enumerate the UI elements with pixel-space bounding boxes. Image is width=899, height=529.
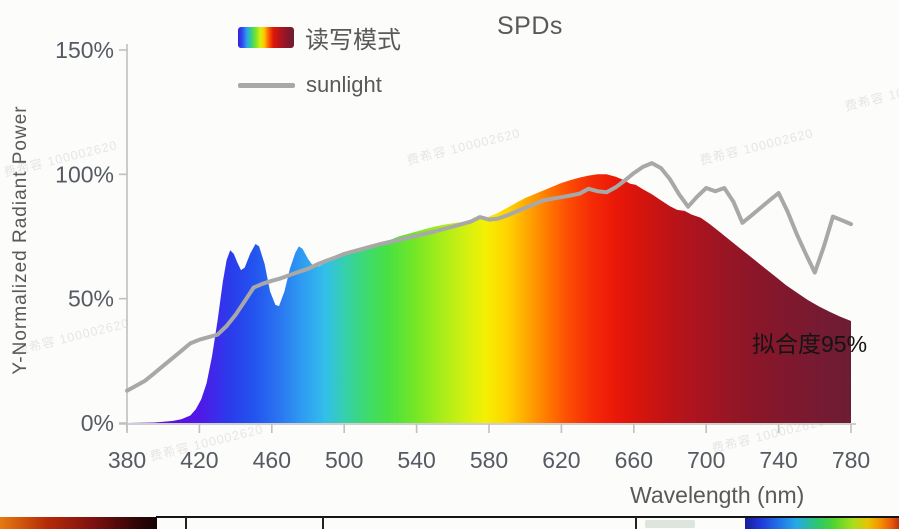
x-tick-label: 380 [108, 447, 146, 473]
y-axis-title: Y-Normalized Radiant Power [10, 105, 31, 375]
panel-divider [635, 517, 637, 529]
cropped-rainbow-spectrum-strip [745, 518, 899, 529]
spectrum-swatch-icon [238, 27, 294, 48]
x-tick-label: 660 [615, 447, 653, 473]
spd-chart: 380 420 460 500 540 580 620 660 700 740 780 0% 50% 10… [55, 37, 870, 473]
axes: 380 420 460 500 540 580 620 660 700 740 780 0% 50% 10… [55, 37, 870, 473]
y-tick-label: 100% [55, 161, 114, 187]
x-tick-label: 420 [180, 447, 218, 473]
page-title: SPDs [497, 12, 563, 40]
legend-label-mode: 读写模式 [305, 27, 401, 54]
x-tick-label: 540 [397, 447, 435, 473]
mode-spectrum-area [127, 174, 851, 423]
legend-label-sunlight: sunlight [306, 72, 382, 97]
y-tick-label: 50% [68, 286, 114, 312]
gray-line-swatch-icon [238, 82, 295, 88]
panel-top-border [156, 516, 899, 518]
x-tick-label: 620 [542, 447, 580, 473]
x-tick-label: 580 [470, 447, 508, 473]
x-tick-label: 500 [325, 447, 363, 473]
legend-item-mode: 读写模式 [238, 20, 401, 55]
cropped-red-spectrum-strip [0, 517, 157, 529]
x-tick-label: 460 [253, 447, 291, 473]
panel-divider [322, 517, 324, 529]
x-axis-title: Wavelength (nm) [630, 482, 805, 508]
sunlight-line [125, 161, 853, 393]
x-tick-label: 780 [832, 447, 870, 473]
panel-divider [185, 517, 187, 529]
y-tick-label: 0% [81, 410, 114, 436]
legend-item-sunlight: sunlight [238, 72, 382, 98]
y-tick-label: 150% [55, 37, 114, 63]
x-tick-label: 740 [759, 447, 797, 473]
next-panel-edge [0, 516, 899, 529]
fit-annotation: 拟合度95% [752, 331, 868, 357]
x-tick-label: 700 [687, 447, 725, 473]
cropped-faint-content [645, 520, 695, 528]
